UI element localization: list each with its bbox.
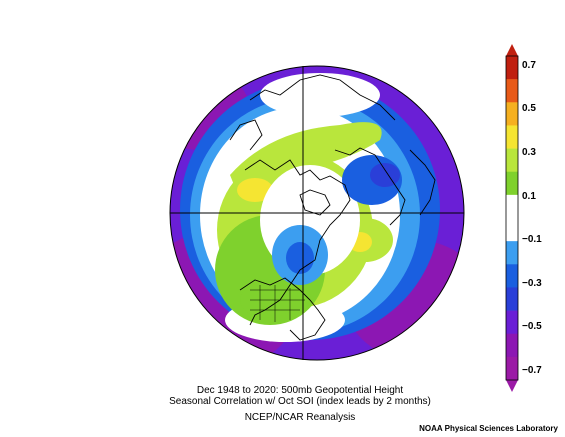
caption-line2: Seasonal Correlation w/ Oct SOI (index l… [169,396,431,407]
credit-label: NOAA Physical Sciences Laboratory [419,424,558,433]
colorbar-bottom-arrow [506,380,518,392]
colorbar-segment [506,125,518,149]
colorbar-segment [506,79,518,103]
colorbar-segment [506,287,518,311]
colorbar-segment [506,310,518,335]
colorbar-segment [506,148,518,173]
colorbar-tick-label: −0.7 [522,365,542,376]
colorbar-segment [506,171,518,196]
colorbar-tick-label: 0.7 [522,60,536,71]
map-disc [170,66,464,360]
caption-line1: Dec 1948 to 2020: 500mb Geopotential Hei… [196,385,404,396]
colorbar-tick-label: −0.5 [522,321,542,332]
colorbar [505,44,519,392]
colorbar-tick-label: 0.3 [522,147,536,158]
colorbar-tick-label: −0.3 [522,278,542,289]
caption-line3: NCEP/NCAR Reanalysis [244,412,356,423]
colorbar-segment [506,241,518,265]
colorbar-segment [506,333,518,358]
state-borders [250,285,305,322]
colorbar-outline [505,55,519,381]
colorbar-top-arrow [506,44,518,56]
coastlines [229,74,436,341]
colorbar-segment [506,102,518,126]
colorbar-segment [506,218,518,242]
colorbar-segment [506,356,518,381]
colorbar-segment [506,56,518,80]
map-border [169,65,465,361]
colorbar-tick-label: 0.5 [522,103,536,114]
colorbar-tick-label: −0.1 [522,234,542,245]
colorbar-segment [506,264,518,288]
colorbar-tick-label: 0.1 [522,191,536,202]
colorbar-segment [506,194,518,219]
